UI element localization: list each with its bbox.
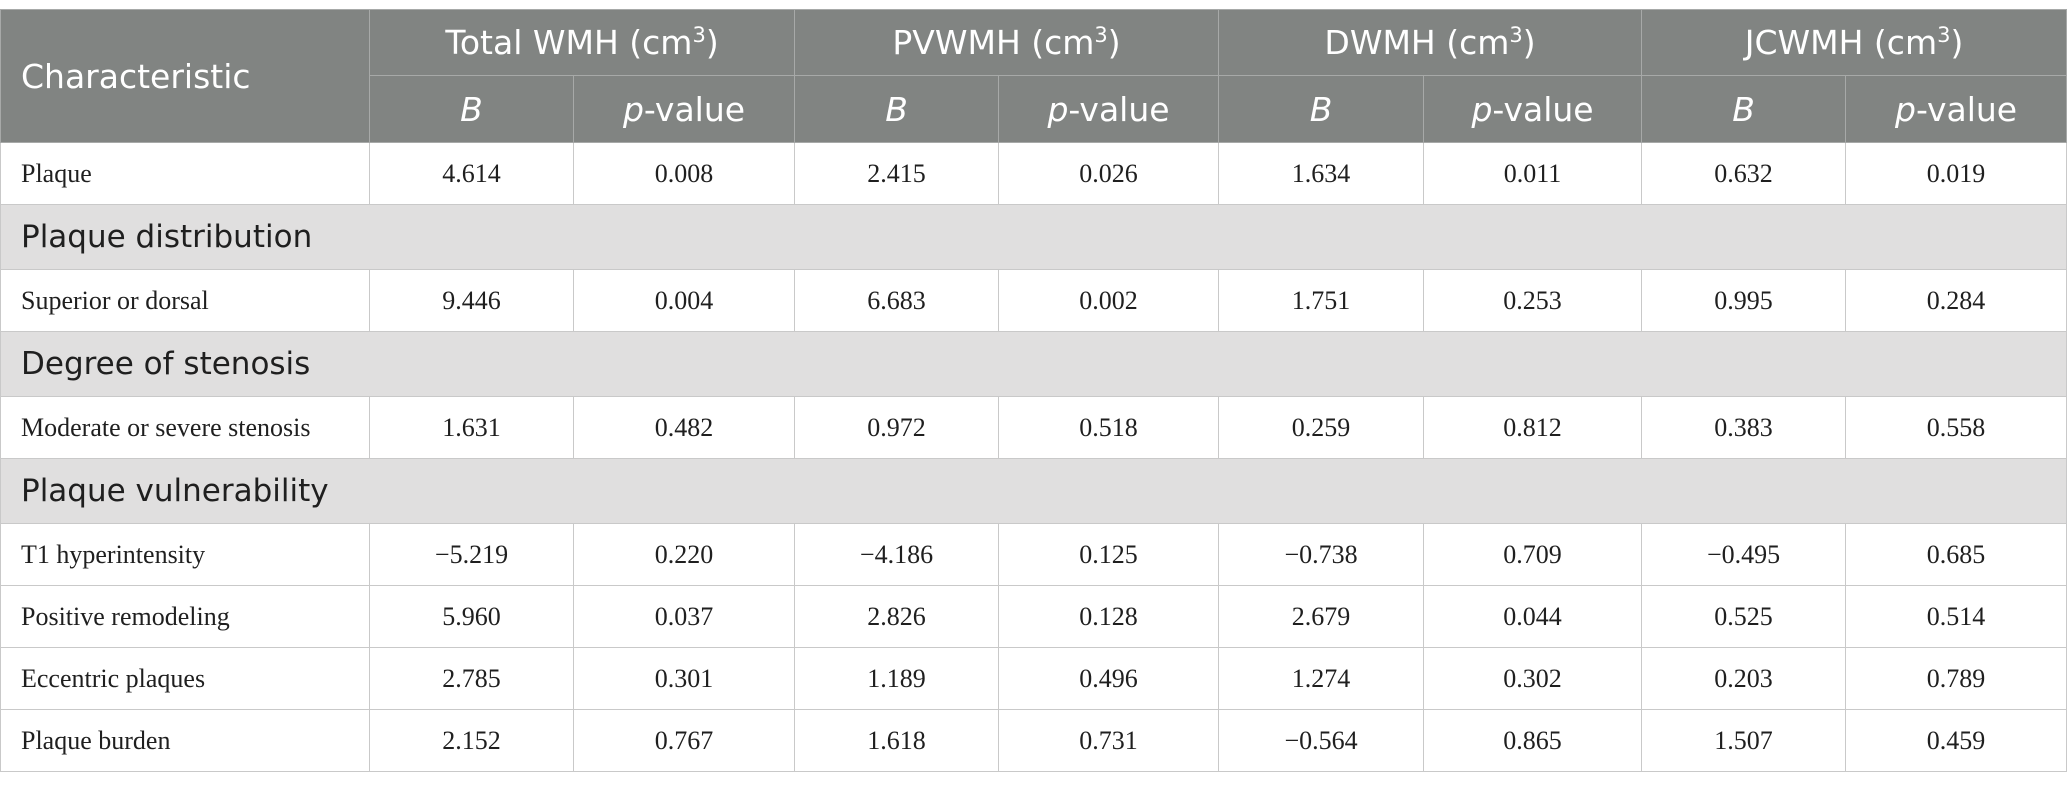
b-value-cell: −5.219 xyxy=(369,523,574,586)
section-label: Degree of stenosis xyxy=(0,331,2068,397)
p-value-cell: 0.026 xyxy=(998,142,1220,205)
b-header: B xyxy=(1218,75,1425,143)
section-row: Plaque distribution xyxy=(0,204,2068,270)
p-value-cell: 0.253 xyxy=(1423,269,1643,332)
header-row-subcolumns: B p-value B p-value B p-value B p-value xyxy=(1,75,2068,143)
p-value-cell: 0.731 xyxy=(998,709,1220,772)
p-value-cell: 0.558 xyxy=(1845,396,2068,459)
table-row: Plaque 4.614 0.008 2.415 0.026 1.634 0.011 0.63… xyxy=(0,142,2068,205)
p-value-header: p-value xyxy=(572,75,796,143)
b-value-cell: −0.495 xyxy=(1641,523,1847,586)
p-value-cell: 0.482 xyxy=(572,396,796,459)
section-row: Plaque vulnerability xyxy=(0,458,2068,524)
b-value-cell: 5.960 xyxy=(369,585,574,648)
p-value-cell: 0.011 xyxy=(1423,142,1643,205)
p-value-cell: 0.496 xyxy=(998,647,1220,710)
p-value-cell: 0.302 xyxy=(1423,647,1643,710)
row-label: Plaque xyxy=(0,142,370,205)
b-value-cell: 0.972 xyxy=(794,396,1000,459)
b-value-cell: 9.446 xyxy=(369,269,574,332)
b-value-cell: 1.751 xyxy=(1218,269,1425,332)
b-value-cell: −4.186 xyxy=(794,523,1000,586)
row-label: Eccentric plaques xyxy=(0,647,370,710)
p-value-cell: 0.709 xyxy=(1423,523,1643,586)
row-label: Plaque burden xyxy=(0,709,370,772)
p-value-cell: 0.459 xyxy=(1845,709,2068,772)
p-value-cell: 0.685 xyxy=(1845,523,2068,586)
b-value-cell: 2.785 xyxy=(369,647,574,710)
p-value-cell: 0.008 xyxy=(572,142,796,205)
b-header: B xyxy=(369,75,574,143)
results-table: Characteristic Total WMH (cm3) PVWMH (cm… xyxy=(0,9,2068,772)
characteristic-header: Characteristic xyxy=(0,9,370,143)
p-value-cell: 0.812 xyxy=(1423,396,1643,459)
b-value-cell: 2.415 xyxy=(794,142,1000,205)
section-label: Plaque vulnerability xyxy=(0,458,2068,524)
p-value-cell: 0.125 xyxy=(998,523,1220,586)
p-value-header: p-value xyxy=(1423,75,1643,143)
p-value-cell: 0.301 xyxy=(572,647,796,710)
table-row: Eccentric plaques 2.785 0.301 1.189 0.496 1.2… xyxy=(0,647,2068,710)
b-value-cell: 0.525 xyxy=(1641,585,1847,648)
p-value-cell: 0.019 xyxy=(1845,142,2068,205)
table-row: Moderate or severe stenosis 1.631 0.482 0.9… xyxy=(0,396,2068,459)
row-label: Superior or dorsal xyxy=(0,269,370,332)
b-header: B xyxy=(1641,75,1847,143)
b-value-cell: 0.632 xyxy=(1641,142,1847,205)
b-value-cell: −0.738 xyxy=(1218,523,1425,586)
b-value-cell: 1.189 xyxy=(794,647,1000,710)
b-value-cell: 0.203 xyxy=(1641,647,1847,710)
p-value-cell: 0.044 xyxy=(1423,585,1643,648)
b-value-cell: 4.614 xyxy=(369,142,574,205)
b-value-cell: −0.564 xyxy=(1218,709,1425,772)
p-value-cell: 0.865 xyxy=(1423,709,1643,772)
header-row-groups: Characteristic Total WMH (cm3) PVWMH (cm… xyxy=(0,9,2068,143)
b-value-cell: 2.826 xyxy=(794,585,1000,648)
table-row: Positive remodeling 5.960 0.037 2.826 0.128 2… xyxy=(0,585,2068,648)
p-value-cell: 0.004 xyxy=(572,269,796,332)
row-label: Moderate or severe stenosis xyxy=(0,396,370,459)
p-value-cell: 0.789 xyxy=(1845,647,2068,710)
table-body: Plaque 4.614 0.008 2.415 0.026 1.634 0.011 0.63… xyxy=(0,142,2068,772)
row-label: T1 hyperintensity xyxy=(0,523,370,586)
group-header-jcwmh: JCWMH (cm3) xyxy=(1641,9,2068,76)
b-value-cell: 2.152 xyxy=(369,709,574,772)
b-value-cell: 0.995 xyxy=(1641,269,1847,332)
b-value-cell: 1.507 xyxy=(1641,709,1847,772)
table-row: Superior or dorsal 9.446 0.004 6.683 0.002 1.… xyxy=(0,269,2068,332)
b-value-cell: 0.383 xyxy=(1641,396,1847,459)
p-value-cell: 0.518 xyxy=(998,396,1220,459)
b-value-cell: 1.631 xyxy=(369,396,574,459)
group-header-total-wmh: Total WMH (cm3) xyxy=(368,9,796,76)
table-row: T1 hyperintensity −5.219 0.220 −4.186 0.125−… xyxy=(0,523,2068,586)
p-value-header: p-value xyxy=(998,75,1220,143)
p-value-cell: 0.128 xyxy=(998,585,1220,648)
group-header-dwmh: DWMH (cm3) xyxy=(1218,9,1643,76)
p-value-header: p-value xyxy=(1845,75,2068,143)
p-value-cell: 0.220 xyxy=(572,523,796,586)
p-value-cell: 0.767 xyxy=(572,709,796,772)
p-value-cell: 0.514 xyxy=(1845,585,2068,648)
b-value-cell: 1.634 xyxy=(1218,142,1425,205)
p-value-cell: 0.002 xyxy=(998,269,1220,332)
table-row: Plaque burden 2.152 0.767 1.618 0.731 −0.564 0… xyxy=(0,709,2068,772)
b-value-cell: 0.259 xyxy=(1218,396,1425,459)
p-value-cell: 0.284 xyxy=(1845,269,2068,332)
p-value-cell: 0.037 xyxy=(572,585,796,648)
section-label: Plaque distribution xyxy=(0,204,2068,270)
b-value-cell: 1.618 xyxy=(794,709,1000,772)
group-header-pvwmh: PVWMH (cm3) xyxy=(794,9,1220,76)
row-label: Positive remodeling xyxy=(0,585,370,648)
section-row: Degree of stenosis xyxy=(0,331,2068,397)
b-value-cell: 6.683 xyxy=(794,269,1000,332)
b-value-cell: 2.679 xyxy=(1218,585,1425,648)
b-header: B xyxy=(794,75,1000,143)
b-value-cell: 1.274 xyxy=(1218,647,1425,710)
table-header: Characteristic Total WMH (cm3) PVWMH (cm… xyxy=(0,9,2068,143)
